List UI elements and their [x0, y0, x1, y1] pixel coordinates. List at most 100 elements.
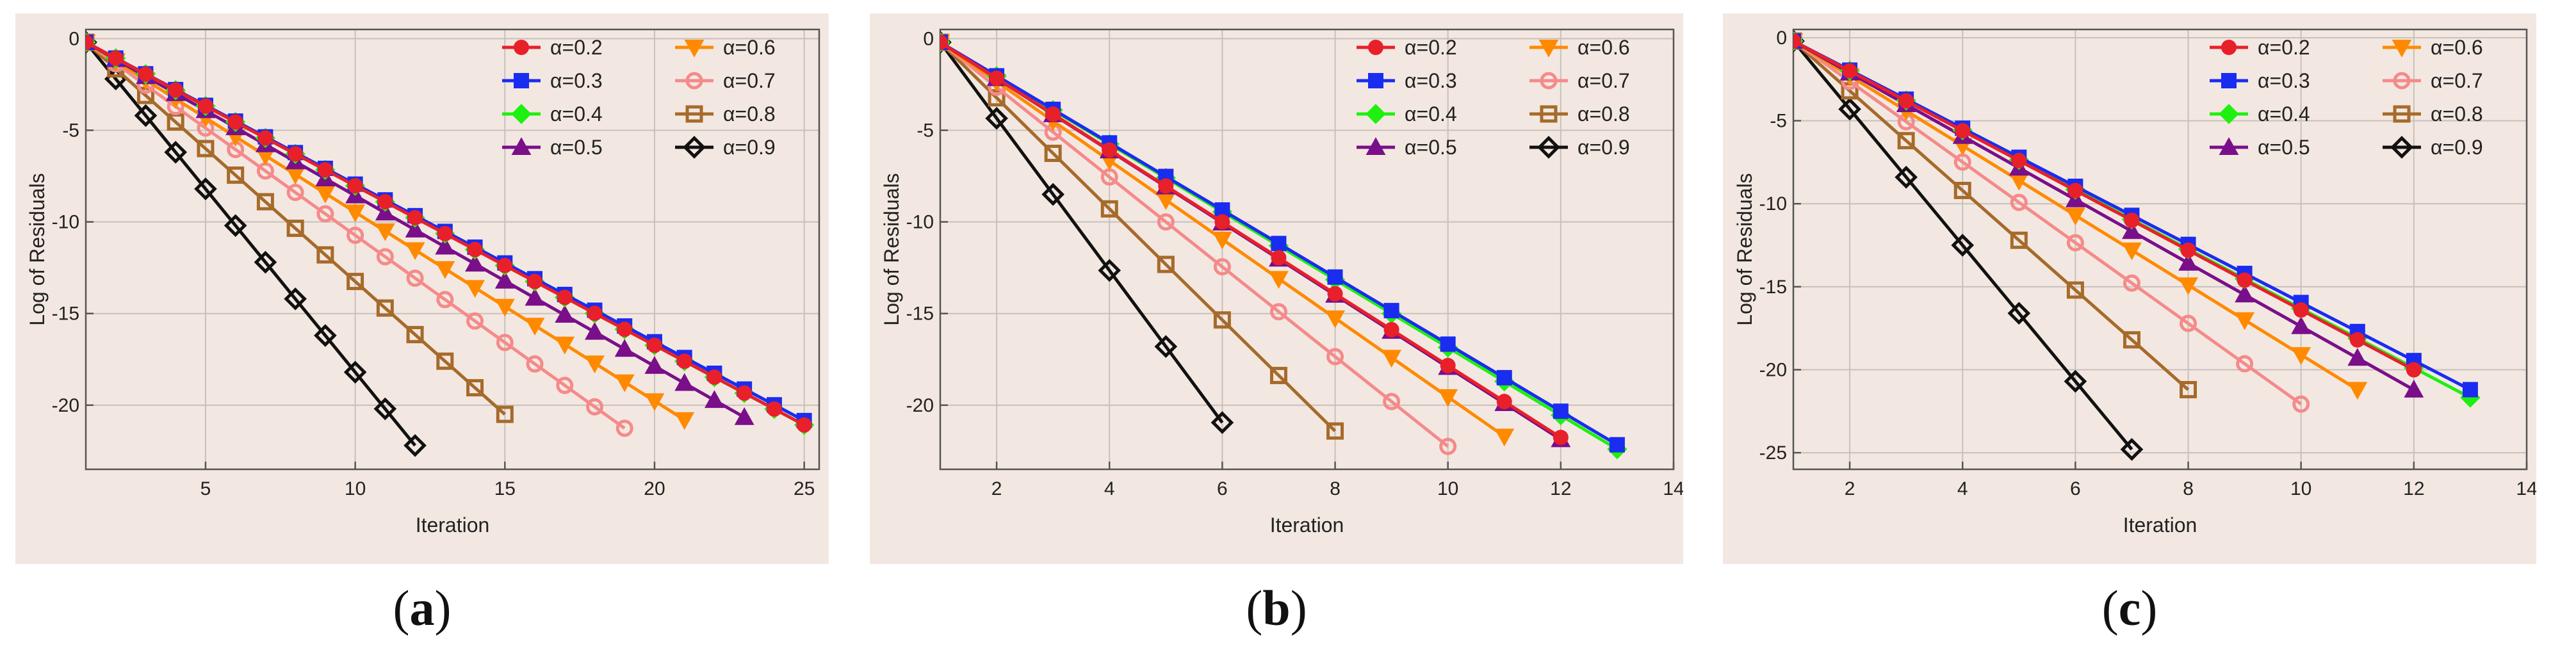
data-point — [1842, 63, 1858, 79]
legend-item: α=0.9 — [675, 136, 776, 159]
data-point — [1327, 269, 1343, 285]
data-point — [346, 273, 364, 291]
legend-label: α=0.8 — [1577, 102, 1630, 125]
legend-marker — [511, 104, 532, 124]
data-point — [2010, 231, 2028, 249]
data-point — [375, 202, 395, 221]
data-point — [284, 287, 307, 311]
data-point — [2066, 234, 2084, 252]
legend-marker — [1540, 105, 1558, 123]
data-point — [2124, 213, 2140, 229]
data-point — [2064, 369, 2087, 393]
data-point — [737, 385, 753, 401]
data-point — [1214, 214, 1230, 230]
x-tick-label: 12 — [1550, 478, 1571, 499]
legend-label: α=0.2 — [2258, 36, 2310, 59]
data-point — [227, 114, 243, 130]
legend-item: α=0.9 — [2383, 136, 2483, 159]
data-point — [405, 220, 425, 238]
legend-label: α=0.2 — [550, 36, 603, 59]
data-point — [704, 390, 724, 408]
data-point — [525, 318, 545, 336]
data-point — [1326, 348, 1344, 366]
data-point — [555, 336, 575, 355]
data-point — [1953, 181, 1971, 199]
data-point — [286, 183, 304, 201]
axes: 2 4 6 8 10 12 14 0 -5 -10 -15 -20 — [906, 28, 1683, 499]
legend-marker — [2393, 72, 2411, 90]
legend-item: α=0.3 — [502, 69, 603, 92]
data-point — [555, 305, 575, 323]
legend-label: α=0.9 — [1577, 136, 1630, 159]
legend-item: α=0.4 — [2210, 102, 2310, 125]
y-tick-label: -25 — [1759, 442, 1787, 464]
data-point — [1271, 236, 1287, 252]
data-point — [436, 291, 454, 309]
data-point — [796, 417, 812, 433]
chart-b-svg: 2 4 6 8 10 12 14 0 -5 -10 -15 -20 Iteration Log of Re… — [880, 28, 1683, 537]
x-axis-label: Iteration — [2123, 513, 2197, 537]
legend-item: α=0.2 — [502, 36, 603, 59]
data-point — [1098, 259, 1121, 282]
y-tick-label: -15 — [52, 303, 79, 325]
data-point — [1898, 93, 1914, 109]
legend-marker — [2221, 40, 2237, 55]
data-point — [1100, 200, 1118, 218]
data-point — [2066, 281, 2084, 299]
legend-item: α=0.2 — [1357, 36, 1457, 59]
series-line — [1793, 40, 2303, 406]
data-point — [435, 236, 455, 255]
data-point — [197, 140, 215, 158]
data-point — [168, 82, 184, 98]
y-tick-label: -20 — [1759, 359, 1787, 380]
data-point — [343, 360, 367, 384]
data-point — [1041, 182, 1064, 206]
legend-label: α=0.6 — [723, 36, 776, 59]
x-axis-label: Iteration — [416, 513, 490, 537]
data-point — [557, 289, 573, 305]
plot-frame — [85, 28, 820, 471]
legend-item: α=0.5 — [1357, 136, 1457, 159]
data-point — [1383, 303, 1399, 319]
series-alpha-0.9 — [940, 31, 1234, 434]
data-point — [316, 205, 334, 223]
data-point — [466, 312, 484, 330]
series-alpha-0.2 — [1793, 33, 2422, 378]
series-line — [940, 41, 1337, 432]
y-tick-label: 0 — [1776, 28, 1787, 49]
data-point — [1213, 258, 1231, 276]
data-point — [466, 379, 484, 397]
data-point — [2291, 316, 2311, 334]
legend-marker — [685, 72, 703, 90]
legend-item: α=0.7 — [2383, 69, 2483, 92]
legend-item: α=0.2 — [2210, 36, 2310, 59]
series-line — [940, 40, 1562, 439]
legend-item: α=0.6 — [1529, 36, 1630, 59]
legend-label: α=0.5 — [550, 136, 603, 159]
data-point — [1553, 403, 1569, 419]
data-point — [1045, 106, 1061, 122]
data-point — [138, 66, 154, 82]
legend-item: α=0.6 — [675, 36, 776, 59]
legend-marker — [2219, 137, 2239, 155]
y-axis-label: Log of Residuals — [880, 173, 903, 325]
data-point — [86, 35, 94, 51]
x-tick-label: 20 — [644, 478, 665, 499]
data-point — [2178, 277, 2198, 296]
data-point — [407, 209, 423, 225]
data-point — [2010, 193, 2028, 211]
legend-item: α=0.7 — [1529, 69, 1630, 92]
data-point — [288, 146, 304, 162]
legend-marker — [2390, 136, 2413, 159]
data-point — [1154, 335, 1178, 359]
data-point — [734, 407, 754, 425]
data-point — [1269, 271, 1289, 289]
y-tick-label: -20 — [52, 395, 79, 416]
legend-item: α=0.8 — [2383, 102, 2483, 125]
data-point — [1044, 145, 1062, 163]
data-point — [1838, 97, 1861, 121]
data-point — [527, 273, 543, 289]
legend-marker — [683, 136, 706, 159]
legend-label: α=0.7 — [1577, 69, 1630, 92]
legend-label: α=0.5 — [1405, 136, 1457, 159]
